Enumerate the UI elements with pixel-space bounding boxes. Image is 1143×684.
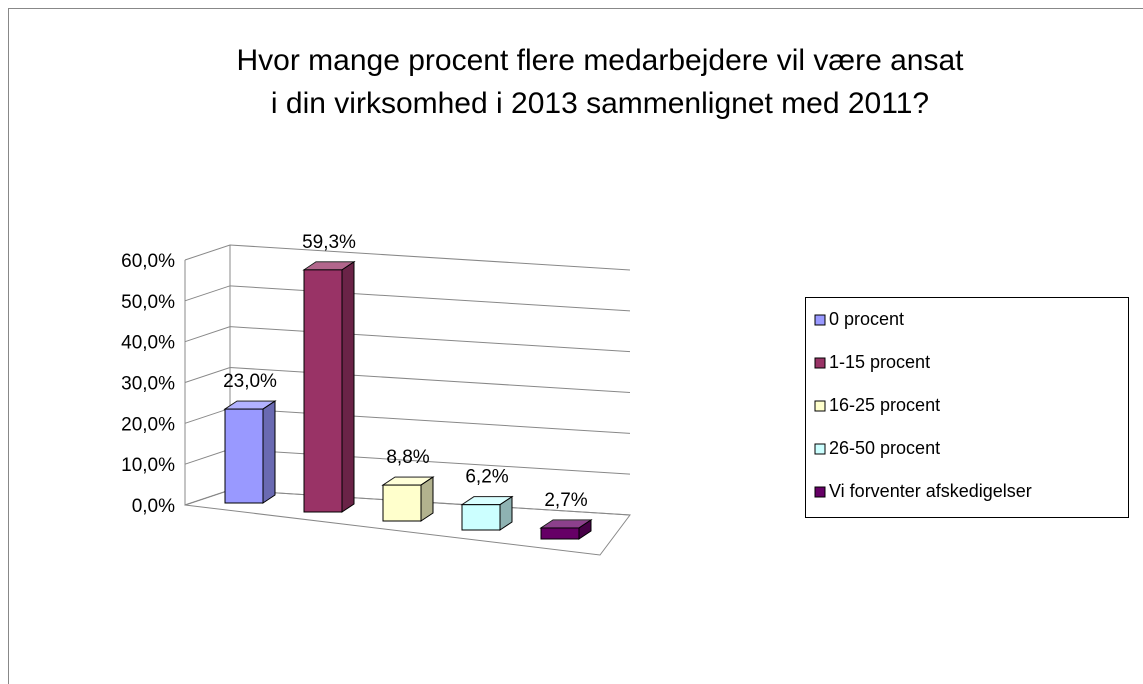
y-tick-label: 60,0% (121, 251, 175, 272)
bar-top-shade (383, 477, 433, 486)
legend-label: 16-25 procent (829, 395, 940, 415)
legend-swatch (814, 314, 826, 326)
bar (303, 269, 343, 513)
grid-line (184, 366, 631, 393)
legend-swatch (814, 400, 826, 412)
bar-top-shade (541, 519, 591, 528)
bar-side-shade (263, 401, 275, 503)
grid-line (184, 326, 631, 353)
legend-swatch (814, 357, 826, 369)
bar (224, 408, 264, 504)
chart-title: Hvor mange procent flere medarbejdere vi… (236, 44, 964, 77)
bar-side-shade (579, 519, 591, 539)
bar (382, 484, 422, 522)
bar-side-shade (500, 496, 512, 530)
y-tick-label: 10,0% (121, 455, 175, 476)
data-label: 2,7% (544, 490, 587, 511)
bar (540, 527, 580, 540)
y-tick-label: 50,0% (121, 292, 175, 313)
legend-swatch (814, 443, 826, 455)
bar-side-shade (421, 477, 433, 521)
y-tick-label: 20,0% (121, 414, 175, 435)
legend-swatch (814, 486, 826, 498)
y-tick-label: 40,0% (121, 333, 175, 354)
y-tick-label: 30,0% (121, 374, 175, 395)
legend-label: 26-50 procent (829, 438, 940, 458)
legend-label: 1-15 procent (829, 352, 930, 372)
grid-line (184, 285, 631, 312)
bar (461, 504, 501, 531)
bar-top-shade (462, 496, 512, 505)
y-tick-label: 0,0% (132, 496, 175, 517)
chart-title: i din virksomhed i 2013 sammenlignet med… (271, 87, 929, 120)
bar-side-shade (342, 261, 354, 512)
bar-top-shade (225, 401, 275, 410)
grid-line (184, 244, 631, 271)
data-label: 59,3% (302, 232, 356, 253)
legend (805, 297, 1129, 518)
legend-label: Vi forventer afskedigelser (829, 481, 1032, 501)
bar-top-shade (304, 261, 354, 270)
data-label: 23,0% (223, 371, 277, 392)
data-label: 6,2% (465, 467, 508, 488)
data-label: 8,8% (386, 447, 429, 468)
legend-label: 0 procent (829, 309, 904, 329)
